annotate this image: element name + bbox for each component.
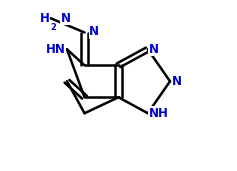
Text: 2: 2	[50, 23, 56, 32]
Text: N: N	[61, 12, 71, 25]
Text: N: N	[89, 25, 99, 38]
Text: N: N	[149, 43, 159, 56]
Text: NH: NH	[149, 107, 169, 120]
Text: HN: HN	[46, 43, 66, 56]
Text: H: H	[40, 12, 49, 25]
Text: N: N	[172, 75, 182, 88]
